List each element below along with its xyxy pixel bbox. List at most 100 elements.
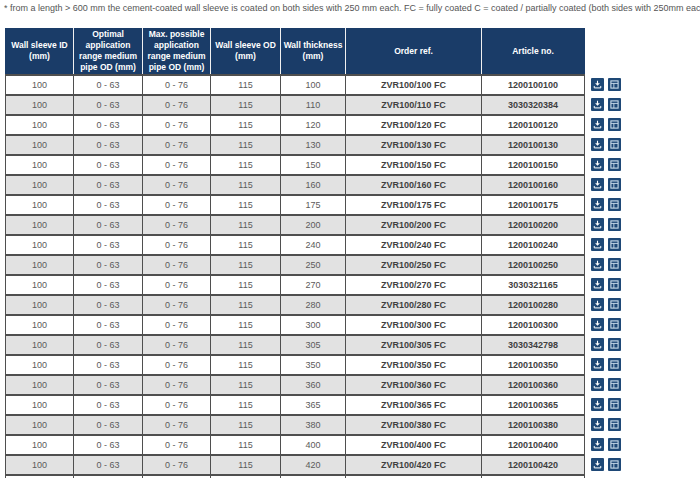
cell-article-no: 1200100365 bbox=[482, 396, 585, 414]
download-button[interactable] bbox=[591, 198, 604, 211]
table-icon bbox=[610, 320, 619, 329]
datasheet-button[interactable] bbox=[608, 458, 621, 471]
product-table: Wall sleeve ID (mm) Optimal application … bbox=[5, 28, 586, 478]
cell-max-range: 0 - 76 bbox=[143, 436, 211, 454]
download-icon bbox=[593, 160, 602, 169]
cell-wall-sleeve-id: 100 bbox=[6, 376, 74, 394]
datasheet-button[interactable] bbox=[608, 298, 621, 311]
datasheet-button[interactable] bbox=[608, 198, 621, 211]
download-button[interactable] bbox=[591, 338, 604, 351]
table-icon bbox=[610, 280, 619, 289]
download-button[interactable] bbox=[591, 178, 604, 191]
datasheet-button[interactable] bbox=[608, 118, 621, 131]
datasheet-button[interactable] bbox=[608, 378, 621, 391]
row-actions bbox=[585, 74, 627, 94]
column-header-order-ref: Order ref. bbox=[346, 28, 482, 74]
cell-wall-sleeve-id: 100 bbox=[6, 176, 74, 194]
cell-wall-sleeve-id: 100 bbox=[6, 136, 74, 154]
download-icon bbox=[593, 440, 602, 449]
cell-max-range: 0 - 76 bbox=[143, 356, 211, 374]
datasheet-button[interactable] bbox=[608, 258, 621, 271]
datasheet-button[interactable] bbox=[608, 338, 621, 351]
cell-optimal-range: 0 - 63 bbox=[74, 296, 143, 314]
download-button[interactable] bbox=[591, 398, 604, 411]
datasheet-button[interactable] bbox=[608, 398, 621, 411]
row-actions bbox=[585, 334, 627, 354]
download-button[interactable] bbox=[591, 358, 604, 371]
cell-optimal-range: 0 - 63 bbox=[74, 156, 143, 174]
row-actions bbox=[585, 294, 627, 314]
cell-order-ref: ZVR100/130 FC bbox=[346, 136, 482, 154]
cell-optimal-range: 0 - 63 bbox=[74, 196, 143, 214]
datasheet-button[interactable] bbox=[608, 238, 621, 251]
row-actions bbox=[585, 114, 627, 134]
row-actions bbox=[585, 254, 627, 274]
download-icon bbox=[593, 340, 602, 349]
datasheet-button[interactable] bbox=[608, 278, 621, 291]
download-button[interactable] bbox=[591, 458, 604, 471]
cell-optimal-range: 0 - 63 bbox=[74, 276, 143, 294]
cell-wall-thickness: 365 bbox=[281, 396, 346, 414]
table-header-cells: Wall sleeve ID (mm) Optimal application … bbox=[5, 28, 585, 74]
download-button[interactable] bbox=[591, 238, 604, 251]
row-actions bbox=[585, 194, 627, 214]
download-button[interactable] bbox=[591, 78, 604, 91]
cell-max-range: 0 - 76 bbox=[143, 96, 211, 114]
cell-optimal-range: 0 - 63 bbox=[74, 396, 143, 414]
cell-wall-sleeve-od: 115 bbox=[211, 296, 281, 314]
datasheet-button[interactable] bbox=[608, 78, 621, 91]
download-button[interactable] bbox=[591, 158, 604, 171]
row-actions bbox=[585, 374, 627, 394]
download-button[interactable] bbox=[591, 438, 604, 451]
cell-wall-sleeve-od: 115 bbox=[211, 416, 281, 434]
cell-wall-sleeve-od: 115 bbox=[211, 376, 281, 394]
cell-article-no: 1200100280 bbox=[482, 296, 585, 314]
download-button[interactable] bbox=[591, 298, 604, 311]
download-button[interactable] bbox=[591, 98, 604, 111]
download-button[interactable] bbox=[591, 278, 604, 291]
datasheet-button[interactable] bbox=[608, 178, 621, 191]
cell-max-range: 0 - 76 bbox=[143, 216, 211, 234]
column-header-max-range: Max. possible application range medium p… bbox=[143, 28, 211, 74]
download-button[interactable] bbox=[591, 418, 604, 431]
datasheet-button[interactable] bbox=[608, 358, 621, 371]
cell-order-ref: ZVR100/420 FC bbox=[346, 456, 482, 474]
table-icon bbox=[610, 300, 619, 309]
cell-article-no: 1200100150 bbox=[482, 156, 585, 174]
cell-order-ref: ZVR100/150 FC bbox=[346, 156, 482, 174]
datasheet-button[interactable] bbox=[608, 138, 621, 151]
datasheet-button[interactable] bbox=[608, 98, 621, 111]
cell-max-range: 0 - 76 bbox=[143, 296, 211, 314]
datasheet-button[interactable] bbox=[608, 418, 621, 431]
cell-order-ref: ZVR100/160 FC bbox=[346, 176, 482, 194]
datasheet-button[interactable] bbox=[608, 158, 621, 171]
datasheet-button[interactable] bbox=[608, 218, 621, 231]
cell-wall-sleeve-id: 100 bbox=[6, 196, 74, 214]
cell-optimal-range: 0 - 63 bbox=[74, 376, 143, 394]
table-icon bbox=[610, 440, 619, 449]
cell-wall-sleeve-od: 115 bbox=[211, 96, 281, 114]
cell-order-ref: ZVR100/175 FC bbox=[346, 196, 482, 214]
download-button[interactable] bbox=[591, 138, 604, 151]
cell-order-ref: ZVR100/120 FC bbox=[346, 116, 482, 134]
cell-max-range: 0 - 76 bbox=[143, 416, 211, 434]
download-button[interactable] bbox=[591, 378, 604, 391]
cell-optimal-range: 0 - 63 bbox=[74, 256, 143, 274]
cell-article-no: 1200100175 bbox=[482, 196, 585, 214]
cell-wall-thickness: 270 bbox=[281, 276, 346, 294]
table-row: 100 0 - 63 0 - 76 115 130 ZVR100/130 FC … bbox=[5, 134, 586, 154]
datasheet-button[interactable] bbox=[608, 438, 621, 451]
cell-optimal-range: 0 - 63 bbox=[74, 96, 143, 114]
cell-optimal-range: 0 - 63 bbox=[74, 136, 143, 154]
cell-optimal-range: 0 - 63 bbox=[74, 116, 143, 134]
cell-wall-thickness: 400 bbox=[281, 436, 346, 454]
cell-max-range: 0 - 76 bbox=[143, 116, 211, 134]
table-row: 100 0 - 63 0 - 76 115 380 ZVR100/380 FC … bbox=[5, 414, 586, 434]
download-button[interactable] bbox=[591, 318, 604, 331]
table-icon bbox=[610, 220, 619, 229]
download-button[interactable] bbox=[591, 118, 604, 131]
datasheet-button[interactable] bbox=[608, 318, 621, 331]
download-button[interactable] bbox=[591, 258, 604, 271]
cell-wall-sleeve-od: 115 bbox=[211, 156, 281, 174]
download-button[interactable] bbox=[591, 218, 604, 231]
